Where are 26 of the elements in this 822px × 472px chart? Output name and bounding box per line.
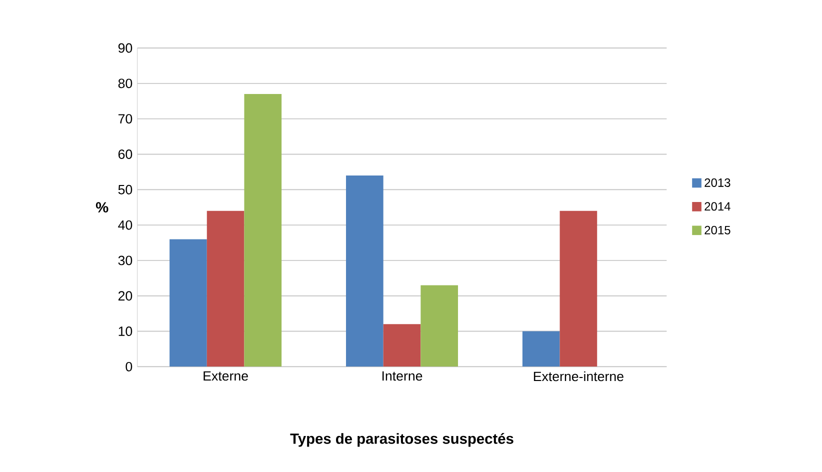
y-tick-label: 40 (118, 220, 132, 230)
y-tick-label: 10 (118, 326, 132, 336)
y-tick-label: 90 (118, 43, 132, 53)
y-tick-label: 60 (118, 150, 132, 159)
bar (244, 94, 282, 367)
bar (346, 175, 384, 367)
y-tick-label: 50 (118, 184, 132, 194)
bar (206, 210, 244, 367)
x-tick-label: Interne (382, 371, 422, 381)
bar (522, 331, 560, 367)
y-axis-title: % (96, 202, 108, 212)
bar (383, 324, 421, 367)
x-tick-label: Externe (204, 371, 248, 381)
bar (560, 210, 598, 367)
x-tick-label: Externe-interne (534, 371, 624, 382)
y-tick-label: 80 (118, 78, 132, 88)
legend-label: 2013 (704, 178, 730, 187)
bar (170, 239, 207, 367)
legend-label: 2015 (704, 226, 730, 234)
x-axis-title: Types de parasitoses suspectés (290, 433, 514, 447)
legend-label: 2014 (704, 202, 730, 211)
y-tick-label: 70 (118, 114, 132, 124)
y-tick-label: 30 (118, 256, 132, 266)
bar (420, 285, 458, 367)
y-tick-label: 20 (118, 291, 132, 301)
y-tick-label: 0 (126, 362, 132, 372)
